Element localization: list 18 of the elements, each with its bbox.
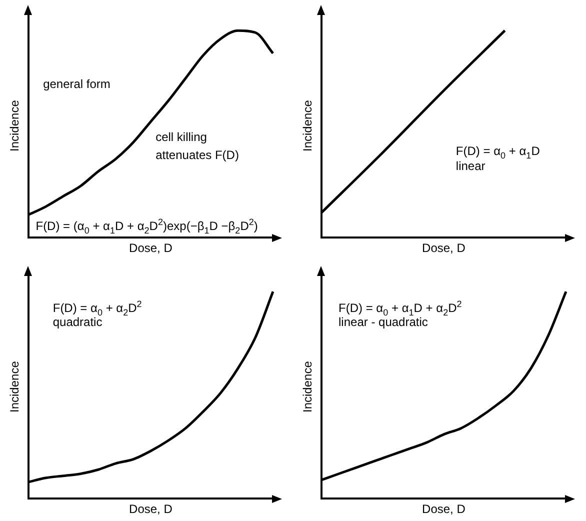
annotation: linear - quadratic (338, 315, 428, 330)
annotation: linear (456, 159, 486, 174)
text: F(D) = (α$_{0}$ + α$_{1}$D + α$_{2}$D$^{2}$)exp(−β$_{1}$D −β$_{2}$D$^{2}$) (36, 217, 258, 236)
annotation: F(D) = α$_{0}$ + α$_{1}$D (456, 144, 540, 160)
annotation: F(D) = α$_{0}$ + α$_{2}$D$^{2}$ (52, 298, 142, 318)
y-axis-title: Incidence (300, 100, 315, 152)
x-axis-title: Dose, D (129, 502, 173, 516)
x-axis-title: Dose, D (422, 502, 466, 516)
x-axis-title: Dose, D (129, 241, 173, 256)
y-axis-title: Incidence (300, 360, 315, 412)
x-axis-title: Dose, D (422, 241, 466, 256)
annotation: attenuates F(D) (156, 148, 239, 162)
y-axis-title: Incidence (8, 360, 22, 412)
y-axis-title: Incidence (8, 100, 22, 152)
annotation: cell killing (156, 130, 207, 144)
annotation: quadratic (52, 315, 102, 330)
annotation: general form (43, 76, 110, 91)
annotation: F(D) = α$_{0}$ + α$_{1}$D + α$_{2}$D$^{2}$ (338, 298, 462, 318)
